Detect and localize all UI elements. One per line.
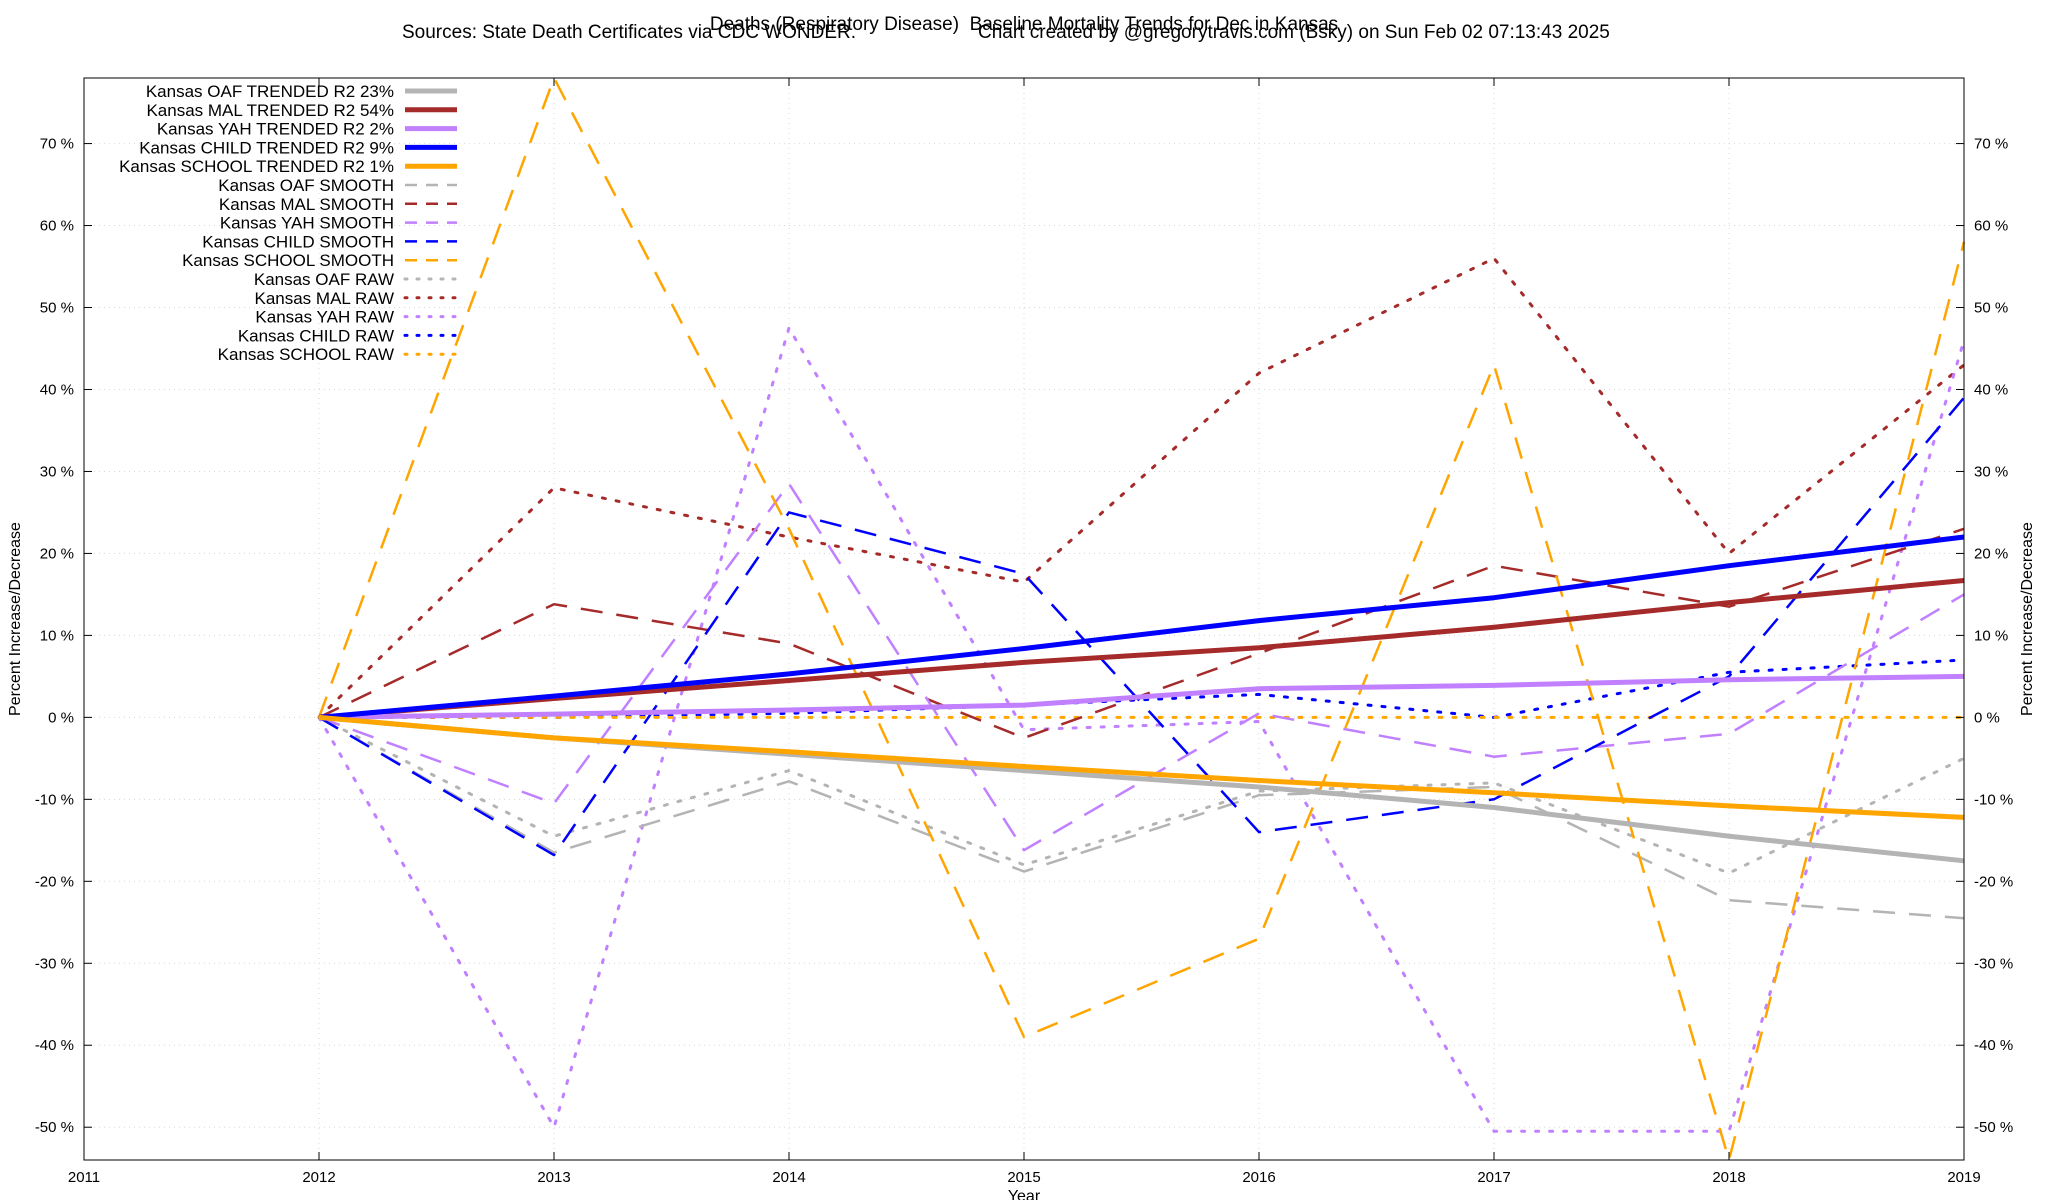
series-line-kansas-yah-smooth <box>318 482 1965 852</box>
y2-tick-label: -50 % <box>1974 1119 2013 1136</box>
y-tick-label: 50 % <box>40 300 74 317</box>
y-tick-label: -40 % <box>35 1037 74 1054</box>
legend-entry-kansas-yah-raw: Kansas YAH RAW <box>255 308 394 327</box>
series-line-kansas-child-smooth <box>318 396 1965 857</box>
legend-entry-kansas-mal-raw: Kansas MAL RAW <box>254 289 394 308</box>
y2-tick-label: 60 % <box>1974 218 2008 235</box>
legend-entry-kansas-school-trended-r2-1: Kansas SCHOOL TRENDED R2 1% <box>119 157 394 176</box>
y-axis-label: Percent Increase/Decrease <box>7 522 24 716</box>
x-axis-label: Year <box>1008 1188 1041 1200</box>
y-tick-label: -10 % <box>35 791 74 808</box>
x-tick-label: 2013 <box>537 1169 570 1186</box>
legend-entry-kansas-oaf-trended-r2-23: Kansas OAF TRENDED R2 23% <box>146 82 394 101</box>
y-tick-label: 40 % <box>40 381 74 398</box>
x-tick-label: 2014 <box>772 1169 805 1186</box>
x-tick-label: 2011 <box>68 1169 100 1186</box>
series-line-kansas-yah-trended-r2-2 <box>318 673 1965 720</box>
y-tick-label: 70 % <box>40 136 74 153</box>
x-tick-label: 2012 <box>302 1169 335 1186</box>
y2-tick-label: 20 % <box>1974 545 2008 562</box>
y-tick-label: 60 % <box>40 218 74 235</box>
x-tick-label: 2019 <box>1947 1169 1980 1186</box>
legend-entry-kansas-child-trended-r2-9: Kansas CHILD TRENDED R2 9% <box>139 138 394 157</box>
legend-entry-kansas-yah-smooth: Kansas YAH SMOOTH <box>220 214 394 233</box>
y2-axis-label: Percent Increase/Decrease <box>2019 522 2036 716</box>
y-tick-label: -50 % <box>35 1119 74 1136</box>
legend-entry-kansas-oaf-smooth: Kansas OAF SMOOTH <box>218 176 394 195</box>
y2-tick-label: -30 % <box>1974 955 2013 972</box>
y2-tick-label: -40 % <box>1974 1037 2013 1054</box>
y-tick-label: 20 % <box>40 545 74 562</box>
axis-ticks: 2011 2012 2013 2014 2015 2016 2017 2018 2019 -50 … <box>35 78 2013 1186</box>
series-line-kansas-oaf-raw <box>317 715 1966 875</box>
x-tick-label: 2018 <box>1712 1169 1745 1186</box>
legend-entry-kansas-child-raw: Kansas CHILD RAW <box>238 326 394 345</box>
y2-tick-label: 40 % <box>1974 381 2008 398</box>
y2-tick-label: 30 % <box>1974 463 2008 480</box>
series-line-kansas-child-trended-r2-9 <box>318 534 1965 720</box>
chart-title: Deaths (Respiratory Disease) Baseline Mo… <box>709 14 1339 35</box>
chart-subtitle-credit: Chart created by @gregorytravis.com (Bsk… <box>978 22 1610 43</box>
y2-tick-label: 50 % <box>1974 300 2008 317</box>
series-line-kansas-mal-raw <box>317 256 1966 719</box>
legend-entry-kansas-yah-trended-r2-2: Kansas YAH TRENDED R2 2% <box>157 120 394 139</box>
y-tick-label: 10 % <box>40 627 74 644</box>
legend-entry-kansas-school-smooth: Kansas SCHOOL SMOOTH <box>182 251 394 270</box>
y2-tick-label: -10 % <box>1974 791 2013 808</box>
y2-tick-label: -20 % <box>1974 873 2013 890</box>
y-tick-label: -20 % <box>35 873 74 890</box>
legend-entry-kansas-mal-trended-r2-54: Kansas MAL TRENDED R2 54% <box>146 101 394 120</box>
series-line-kansas-mal-trended-r2-54 <box>318 578 1965 720</box>
x-tick-label: 2017 <box>1477 1169 1510 1186</box>
x-tick-label: 2015 <box>1007 1169 1040 1186</box>
y2-tick-label: 70 % <box>1974 136 2008 153</box>
y2-tick-label: 10 % <box>1974 627 2008 644</box>
y-tick-label: 0 % <box>48 709 74 726</box>
series-line-kansas-school-smooth <box>317 76 1966 1162</box>
legend-entry-kansas-child-smooth: Kansas CHILD SMOOTH <box>202 232 394 251</box>
y-tick-label: -30 % <box>35 955 74 972</box>
y2-tick-label: 0 % <box>1974 709 2000 726</box>
x-tick-label: 2016 <box>1242 1169 1275 1186</box>
series-line-kansas-yah-raw <box>317 326 1966 1133</box>
legend-entry-kansas-mal-smooth: Kansas MAL SMOOTH <box>219 195 394 214</box>
series-lines <box>317 76 1966 1162</box>
series-line-kansas-school-trended-r2-1 <box>318 714 1965 820</box>
legend-entry-kansas-oaf-raw: Kansas OAF RAW <box>254 270 394 289</box>
chart-subtitle-sources: Sources: State Death Certificates via CD… <box>402 22 857 43</box>
legend: Kansas OAF TRENDED R2 23%Kansas MAL TREN… <box>119 82 459 364</box>
legend-entry-kansas-school-raw: Kansas SCHOOL RAW <box>218 345 394 364</box>
y-tick-label: 30 % <box>40 463 74 480</box>
series-line-kansas-oaf-smooth <box>318 716 1965 920</box>
chart-title-block: Deaths (Respiratory Disease) Baseline Mo… <box>0 14 2048 36</box>
series-line-kansas-child-raw <box>317 658 1966 719</box>
